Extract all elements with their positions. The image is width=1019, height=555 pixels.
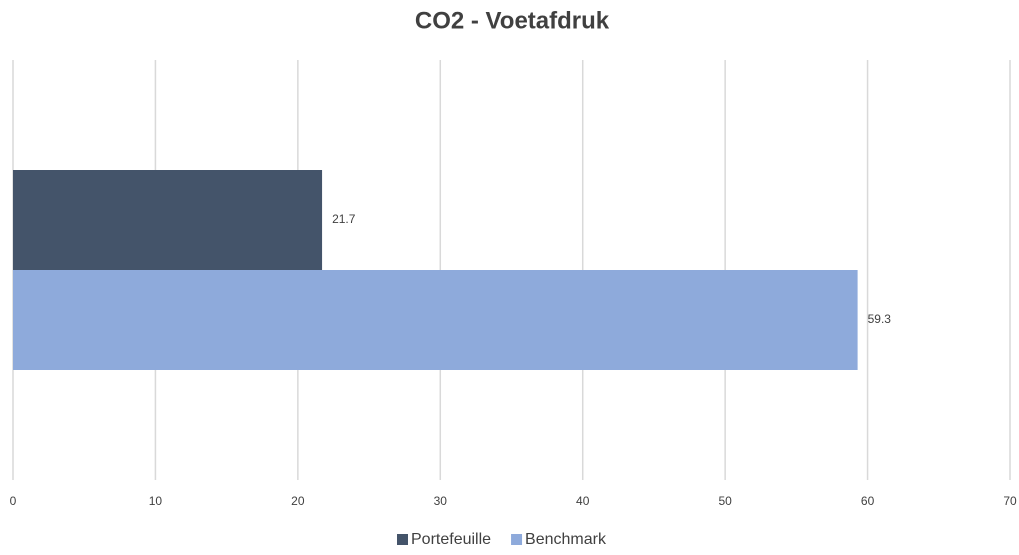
chart-title: CO2 - Voetafdruk <box>415 7 610 34</box>
x-tick-label: 60 <box>861 494 875 508</box>
legend-label: Portefeuille <box>411 531 491 548</box>
legend-swatch <box>511 534 523 545</box>
legend-swatch <box>397 534 408 545</box>
x-tick-label: 10 <box>149 494 163 508</box>
x-tick-label: 50 <box>718 494 732 508</box>
bar <box>13 270 858 370</box>
bar <box>13 170 323 270</box>
legend-label: Benchmark <box>525 531 607 548</box>
x-tick-label: 0 <box>10 494 17 508</box>
x-tick-label: 30 <box>434 494 448 508</box>
x-tick-label: 40 <box>576 494 590 508</box>
x-tick-label: 20 <box>291 494 305 508</box>
data-label: 59.3 <box>868 312 892 326</box>
x-tick-label: 70 <box>1003 494 1017 508</box>
data-label: 21.7 <box>332 212 356 226</box>
